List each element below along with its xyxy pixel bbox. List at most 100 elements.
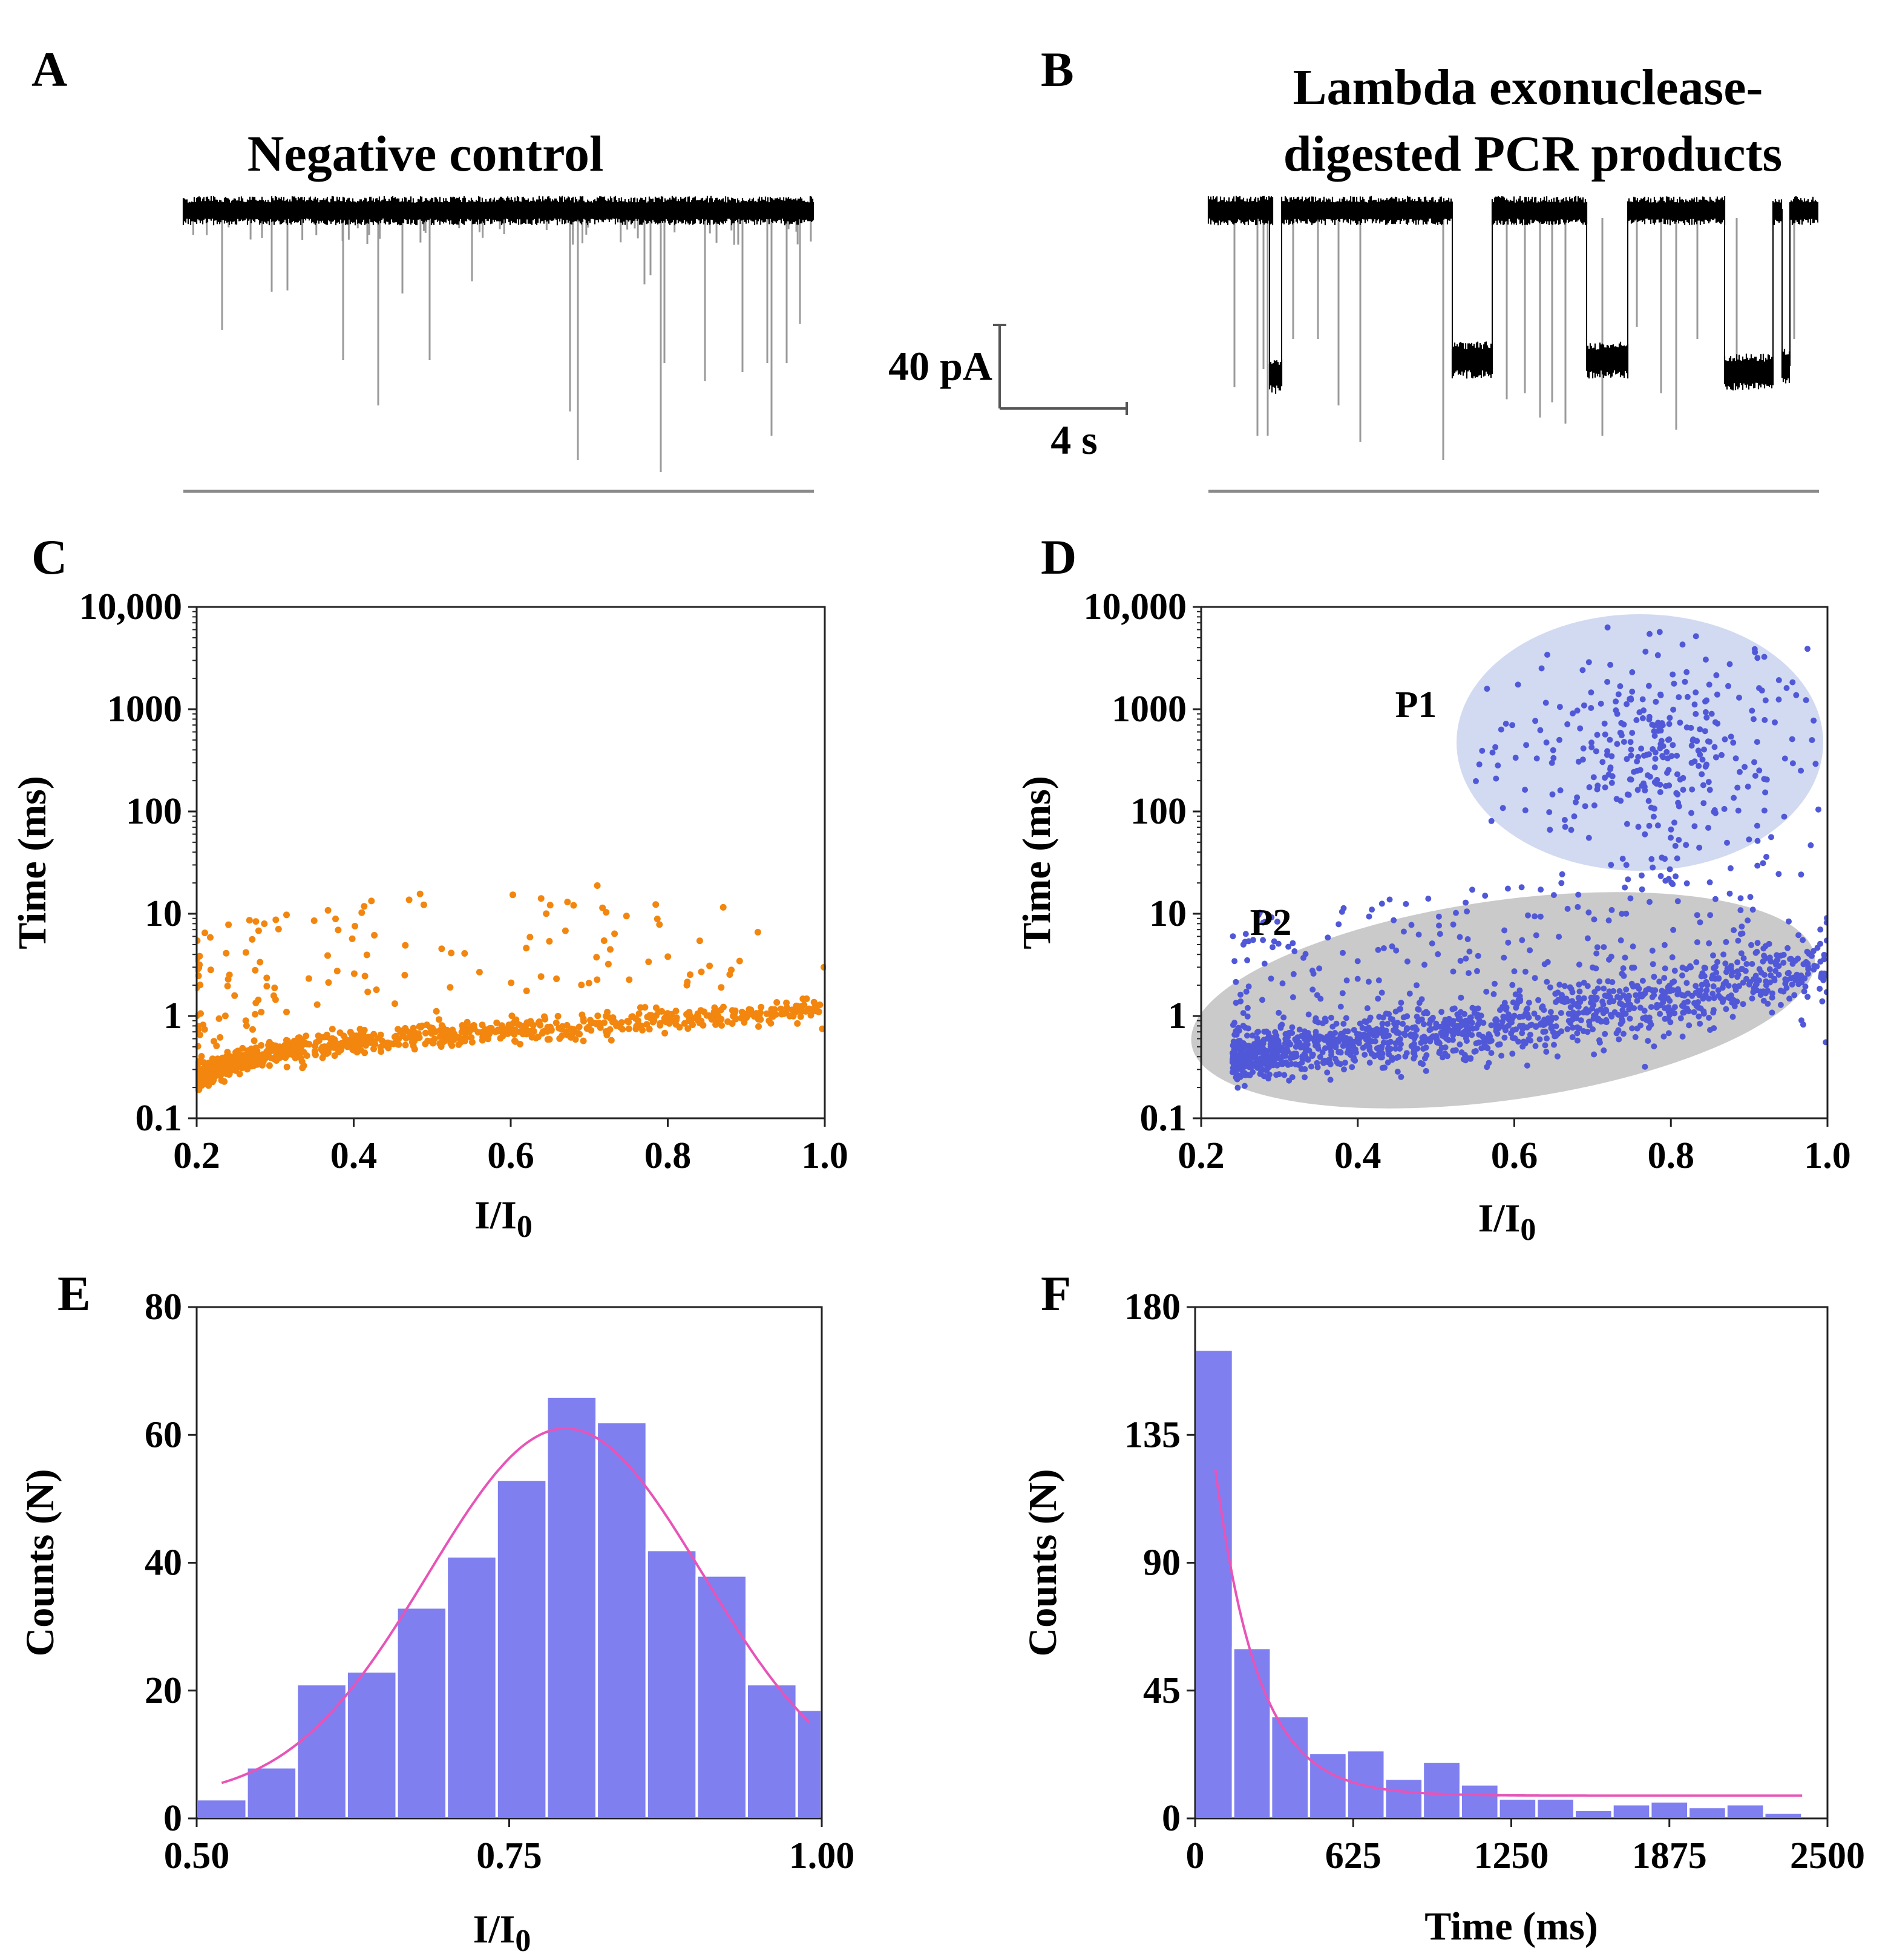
data-point — [1559, 871, 1565, 877]
data-point — [732, 1015, 739, 1023]
data-point — [1329, 1023, 1336, 1030]
data-point — [1274, 1061, 1281, 1068]
data-point — [352, 923, 358, 929]
data-point — [1375, 995, 1381, 1002]
data-point — [1581, 980, 1587, 986]
data-point — [1634, 1025, 1640, 1032]
data-point — [758, 1003, 765, 1011]
data-point — [1558, 1010, 1564, 1016]
data-point — [258, 1009, 265, 1015]
data-point — [474, 1029, 482, 1036]
data-point — [1310, 971, 1317, 977]
data-point — [1533, 932, 1539, 939]
y-axis-label: Time (ms) — [1015, 776, 1059, 949]
data-point — [1547, 984, 1553, 991]
data-point — [1591, 802, 1598, 808]
data-point — [1495, 762, 1501, 769]
data-point — [1788, 955, 1794, 962]
data-point — [697, 1007, 704, 1014]
data-point — [1462, 1057, 1469, 1064]
data-point — [1656, 978, 1663, 985]
data-point — [1654, 1005, 1660, 1011]
data-point — [1537, 913, 1544, 920]
data-point — [359, 1036, 367, 1043]
panel-d-letter: D — [1041, 529, 1077, 585]
data-point — [1350, 1056, 1357, 1063]
data-point — [1769, 994, 1775, 1001]
data-point — [1588, 739, 1594, 746]
data-point — [361, 972, 369, 980]
data-point — [1578, 1017, 1584, 1024]
data-point — [275, 925, 282, 932]
data-point — [464, 1018, 471, 1026]
data-point — [1289, 1024, 1296, 1031]
data-point — [1649, 948, 1656, 954]
data-point — [1601, 944, 1607, 951]
data-point — [1436, 1050, 1443, 1056]
data-point — [1671, 968, 1678, 974]
data-point — [1775, 677, 1782, 683]
data-point — [1425, 896, 1432, 902]
data-point — [1670, 671, 1676, 678]
data-point — [1626, 1006, 1633, 1012]
data-point — [1647, 1018, 1653, 1025]
data-point — [1389, 943, 1395, 949]
data-point — [1650, 864, 1656, 871]
data-point — [1681, 992, 1688, 999]
data-point — [1579, 667, 1586, 674]
data-point — [405, 896, 413, 903]
data-point — [272, 916, 280, 923]
data-point — [1676, 694, 1682, 701]
data-point — [1707, 912, 1714, 919]
data-point — [1365, 1024, 1372, 1031]
data-point — [1398, 1073, 1404, 1080]
data-point — [1814, 963, 1820, 970]
data-point — [1231, 1062, 1237, 1069]
y-tick-label: 40 — [145, 1542, 182, 1584]
data-point — [1665, 1030, 1672, 1037]
y-tick-label: 90 — [1143, 1542, 1181, 1584]
data-point — [1657, 1011, 1663, 1017]
data-point — [433, 1008, 440, 1015]
data-point — [790, 1012, 797, 1020]
data-point — [1636, 985, 1642, 992]
data-point — [1449, 1020, 1455, 1027]
data-point — [1650, 961, 1656, 968]
data-point — [1648, 804, 1654, 811]
data-point — [740, 1015, 747, 1023]
data-point — [1670, 706, 1677, 713]
data-point — [1639, 715, 1646, 721]
data-point — [1789, 982, 1795, 988]
data-point — [1740, 1001, 1746, 1008]
data-point — [687, 971, 693, 978]
data-point — [1657, 789, 1663, 795]
data-point — [1501, 954, 1507, 961]
data-point — [1653, 698, 1659, 705]
data-point — [1260, 937, 1267, 943]
data-point — [1669, 954, 1676, 960]
x-tick-label: 0.50 — [164, 1835, 230, 1876]
data-point — [1553, 1015, 1559, 1021]
data-point — [198, 1053, 205, 1060]
data-point — [410, 1035, 418, 1041]
data-point — [1423, 1052, 1430, 1058]
x-axis-label-subscript: 0 — [515, 1924, 531, 1958]
data-point — [583, 1025, 591, 1032]
data-point — [1791, 992, 1798, 998]
data-point — [1649, 994, 1656, 1000]
data-point — [1457, 1041, 1463, 1047]
data-point — [1762, 789, 1769, 796]
data-point — [1244, 1032, 1250, 1039]
data-point — [1524, 1062, 1530, 1069]
data-point — [408, 1029, 416, 1036]
data-point — [1532, 1043, 1539, 1049]
data-point — [215, 1015, 223, 1022]
histogram-bar — [445, 1555, 498, 1820]
data-point — [258, 1061, 265, 1068]
data-point — [1275, 1055, 1282, 1061]
data-point — [1696, 1013, 1702, 1020]
data-point — [1230, 933, 1236, 940]
data-point — [1631, 769, 1637, 775]
data-point — [1809, 737, 1815, 743]
data-point — [1648, 856, 1655, 862]
